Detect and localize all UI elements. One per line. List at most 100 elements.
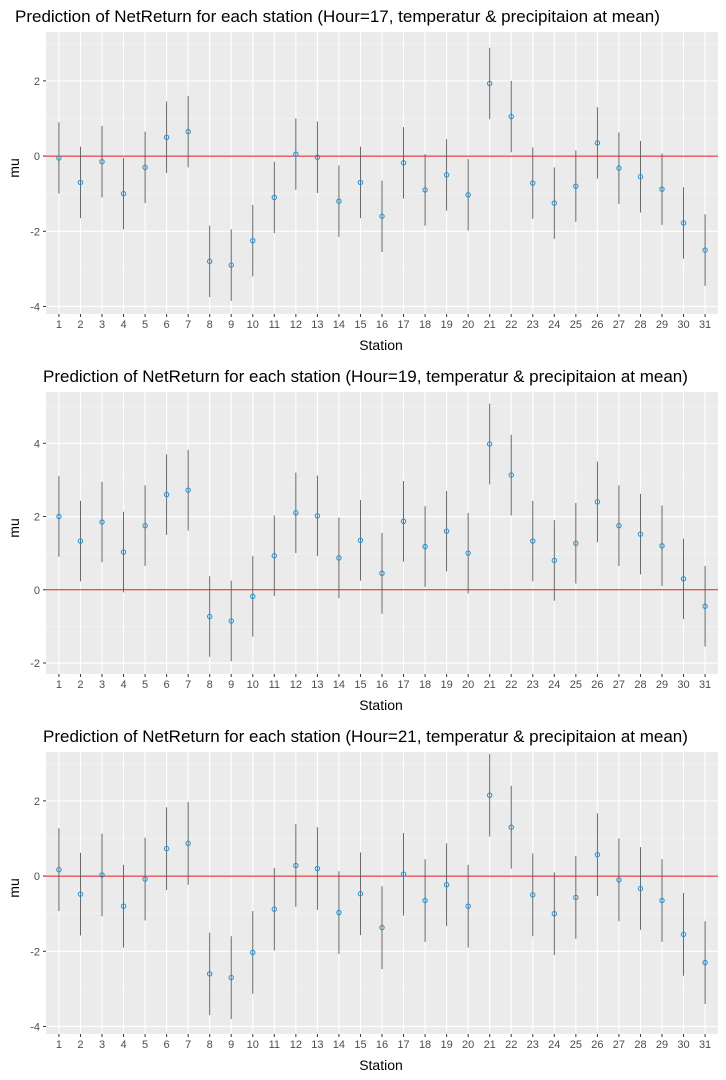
data-point: [379, 924, 385, 931]
data-point: [314, 865, 321, 872]
data-point: [206, 613, 213, 620]
data-point: [573, 183, 579, 189]
data-point: [680, 220, 687, 226]
data-point: [185, 840, 191, 847]
x-tick-label: 5: [142, 679, 148, 691]
x-tick-label: 12: [290, 1039, 302, 1051]
data-point: [422, 897, 428, 904]
x-tick-label: 23: [527, 319, 539, 331]
x-tick-label: 27: [613, 679, 625, 691]
x-tick-label: 17: [397, 319, 409, 331]
y-tick-label: 4: [34, 438, 40, 450]
data-point: [594, 499, 601, 505]
chart-panel-hour-19: -2 0 2 4 1 2 3 4 5 6 7 8 9 10 11 12 13 14 15 16 17 18 19 20 21 22…: [0, 360, 726, 720]
y-tick-label: 2: [34, 796, 40, 808]
x-tick-label: 19: [440, 319, 452, 331]
x-tick-label: 6: [164, 319, 170, 331]
data-point: [573, 540, 579, 546]
x-tick-label: 14: [333, 679, 345, 691]
x-tick-label: 29: [656, 319, 668, 331]
data-point: [616, 165, 622, 171]
x-tick-label: 1: [56, 1039, 62, 1051]
data-point: [293, 862, 299, 869]
data-point: [551, 910, 558, 917]
data-point: [314, 513, 321, 519]
x-axis-label: Station: [359, 697, 403, 713]
data-point: [250, 237, 256, 244]
y-tick-label: -2: [30, 658, 40, 670]
x-tick-label: 27: [613, 1039, 625, 1051]
data-point: [357, 891, 364, 897]
data-point: [56, 513, 62, 520]
x-tick-label: 24: [548, 679, 560, 691]
data-point: [99, 872, 105, 878]
x-tick-label: 30: [677, 319, 689, 331]
data-point: [228, 974, 234, 981]
x-tick-label: 25: [570, 319, 582, 331]
data-point: [56, 155, 62, 161]
data-point: [293, 151, 299, 157]
x-tick-label: 19: [440, 1039, 452, 1051]
x-tick-label: 30: [677, 1039, 689, 1051]
x-tick-label: 7: [185, 679, 191, 691]
x-tick-label: 10: [247, 319, 259, 331]
error-bars: [58, 47, 706, 301]
x-tick-label: 10: [247, 1039, 259, 1051]
x-tick-label: 20: [462, 679, 474, 691]
x-tick-label: 16: [376, 1039, 388, 1051]
x-tick-label: 1: [56, 679, 62, 691]
data-point: [120, 549, 127, 555]
y-axis-label: mu: [6, 158, 22, 177]
x-tick-label: 28: [634, 679, 646, 691]
data-point: [530, 180, 536, 186]
x-tick-label: 25: [570, 1039, 582, 1051]
x-tick-label: 21: [484, 1039, 496, 1051]
data-point: [594, 851, 601, 858]
data-point: [702, 959, 708, 966]
x-tick-label: 25: [570, 679, 582, 691]
x-tick-label: 22: [505, 679, 517, 691]
y-tick-label: -2: [30, 226, 40, 238]
x-tick-label: 24: [548, 1039, 560, 1051]
x-tick-label: 4: [120, 1039, 126, 1051]
x-tick-label: 4: [120, 679, 126, 691]
data-point: [637, 885, 644, 892]
data-point: [163, 134, 170, 140]
x-tick-label: 24: [548, 319, 560, 331]
x-tick-label: 14: [333, 319, 345, 331]
data-point: [465, 550, 471, 556]
y-tick-label: 2: [34, 512, 40, 524]
x-tick-label: 31: [699, 1039, 711, 1051]
data-point: [120, 190, 127, 197]
x-tick-label: 11: [269, 1039, 280, 1051]
data-point: [400, 871, 407, 877]
data-points: [56, 441, 708, 624]
x-tick-label: 26: [591, 319, 603, 331]
data-point: [680, 931, 687, 938]
data-point: [443, 172, 450, 178]
y-tick-label: 0: [34, 871, 40, 883]
x-tick-label: 3: [99, 1039, 105, 1051]
data-point: [379, 570, 385, 576]
x-tick-label: 7: [185, 319, 191, 331]
x-tick-label: 9: [228, 1039, 234, 1051]
data-point: [443, 882, 450, 888]
data-point: [659, 897, 665, 904]
data-points: [56, 792, 708, 981]
x-tick-label: 8: [207, 319, 213, 331]
x-tick-label: 13: [311, 679, 323, 691]
x-tick-label: 31: [699, 679, 711, 691]
data-point: [508, 113, 514, 120]
x-tick-label: 9: [228, 679, 234, 691]
x-tick-label: 12: [290, 319, 302, 331]
error-bars: [58, 753, 706, 1019]
x-tick-label: 10: [247, 679, 259, 691]
y-axis-label: mu: [6, 878, 22, 897]
data-points: [56, 80, 708, 268]
data-point: [659, 186, 665, 192]
data-point: [637, 174, 644, 180]
data-point: [379, 213, 385, 219]
data-point: [465, 903, 471, 909]
